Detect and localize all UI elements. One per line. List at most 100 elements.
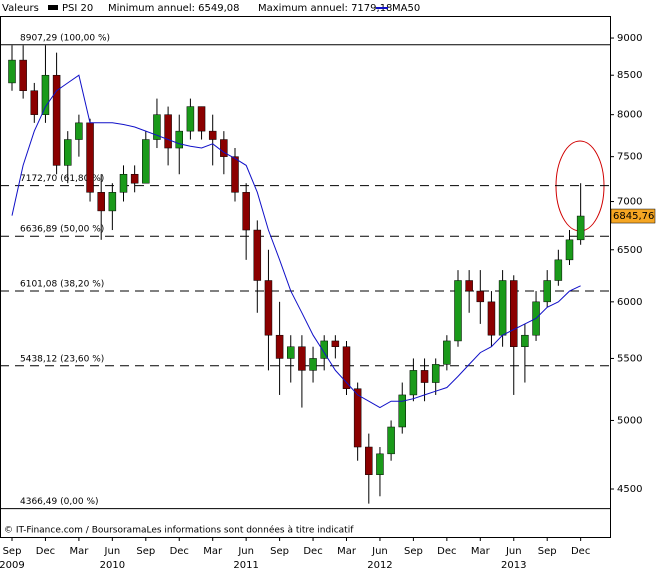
candle-body <box>543 280 551 303</box>
candle-body <box>465 280 473 292</box>
fib-level-label: 5438,12 (23,60 %) <box>20 354 104 364</box>
candle-body <box>130 173 139 184</box>
candle-body <box>41 74 50 115</box>
candle-body <box>30 90 39 115</box>
candle-body <box>454 280 462 342</box>
x-year-label: 2010 <box>100 560 125 571</box>
candle-body <box>164 114 172 149</box>
candle-body <box>398 394 406 428</box>
x-year-label: 2009 <box>0 560 25 571</box>
x-tick-label: Dec <box>36 546 55 557</box>
candle-body <box>264 280 273 336</box>
ma-line <box>11 74 581 409</box>
y-tick-label: 5500 <box>617 353 642 364</box>
candle-body <box>86 122 94 193</box>
y-tick-label: 8500 <box>617 70 642 81</box>
y-tick-label: 6500 <box>617 245 642 256</box>
y-tick-label: 6000 <box>617 297 642 308</box>
footer: © IT-Finance.com / BoursoramaLes informa… <box>4 525 354 536</box>
x-tick-label: Dec <box>571 546 590 557</box>
candle-body <box>510 280 518 347</box>
x-tick-label: Dec <box>303 546 322 557</box>
x-tick-label: Jun <box>371 546 388 557</box>
candle-body <box>253 229 262 281</box>
x-tick-label: Jun <box>104 546 121 557</box>
candle-body <box>231 156 239 193</box>
header-label: Valeurs <box>2 3 39 14</box>
candle-body <box>365 446 373 475</box>
candle-body <box>309 358 317 371</box>
candle-body <box>186 106 195 132</box>
candle-body <box>175 130 183 149</box>
candle-body <box>387 426 395 455</box>
candle-body <box>108 192 117 212</box>
x-tick-label: Dec <box>170 546 189 557</box>
candle-body <box>153 114 161 140</box>
legend-entry: PSI 20 <box>62 3 93 14</box>
x-tick-label: Jun <box>237 546 254 557</box>
y-tick-label: 7500 <box>617 152 642 163</box>
fib-level-label: 8907,29 (100,00 %) <box>20 33 110 43</box>
candle-body <box>197 106 206 132</box>
candle-body <box>298 346 306 371</box>
candle-body <box>242 192 250 231</box>
candle-body <box>431 364 440 383</box>
candle-body <box>487 301 496 336</box>
legend-swatch <box>48 5 58 10</box>
x-year-label: 2012 <box>367 560 392 571</box>
candle-body <box>443 340 451 365</box>
y-tick-label: 8000 <box>617 110 642 121</box>
candle-body <box>409 370 418 396</box>
plot-frame <box>0 16 611 538</box>
candle-body <box>376 453 384 475</box>
candle-body <box>19 59 27 91</box>
candle-body <box>52 74 61 166</box>
x-tick-label: Sep <box>270 546 289 557</box>
candle-body <box>208 130 217 140</box>
legend-entry: MA50 <box>392 3 420 14</box>
candle-body <box>521 334 529 347</box>
candle-body <box>64 139 72 166</box>
candle-body <box>8 59 16 84</box>
candle-body <box>476 290 485 303</box>
fib-level-label: 4366,49 (0,00 %) <box>20 497 99 507</box>
candle-body <box>420 370 429 383</box>
x-tick-label: Jun <box>505 546 522 557</box>
candle-body <box>554 259 563 281</box>
fib-level-label: 6636,89 (50,00 %) <box>20 225 104 235</box>
y-tick-label: 4500 <box>617 484 642 495</box>
x-tick-label: Mar <box>203 546 223 557</box>
candle-body <box>331 340 340 347</box>
candle-body <box>320 340 328 359</box>
x-tick-label: Sep <box>404 546 423 557</box>
fib-level-label: 6101,08 (38,20 %) <box>20 279 104 289</box>
x-year-label: 2011 <box>233 560 258 571</box>
x-tick-label: Sep <box>3 546 22 557</box>
y-tick-label: 7000 <box>617 197 642 208</box>
y-tick-label: 5000 <box>617 415 642 426</box>
candle-body <box>576 215 585 241</box>
fib-level-label: 7172,70 (61,80 %) <box>20 174 104 184</box>
x-tick-label: Dec <box>437 546 456 557</box>
candle-body <box>353 388 362 448</box>
y-tick-label: 9000 <box>617 33 642 44</box>
candle-body <box>275 334 284 359</box>
candle-body <box>97 192 105 212</box>
x-tick-label: Sep <box>538 546 557 557</box>
candle-body <box>119 173 128 193</box>
candle-body <box>565 239 574 261</box>
candle-body <box>220 139 228 157</box>
x-tick-label: Mar <box>69 546 89 557</box>
last-value-label: 6845,76 <box>613 211 654 222</box>
stat-max: Maximum annuel: 7179,18 <box>258 3 392 14</box>
x-tick-label: Sep <box>136 546 155 557</box>
x-tick-label: Mar <box>471 546 491 557</box>
candle-body <box>342 346 351 389</box>
last-value-box <box>610 208 656 224</box>
x-year-label: 2013 <box>501 560 526 571</box>
candle-body <box>142 139 150 184</box>
x-tick-label: Mar <box>337 546 357 557</box>
candle-body <box>498 280 507 336</box>
stat-min: Minimum annuel: 6549,08 <box>108 3 240 14</box>
